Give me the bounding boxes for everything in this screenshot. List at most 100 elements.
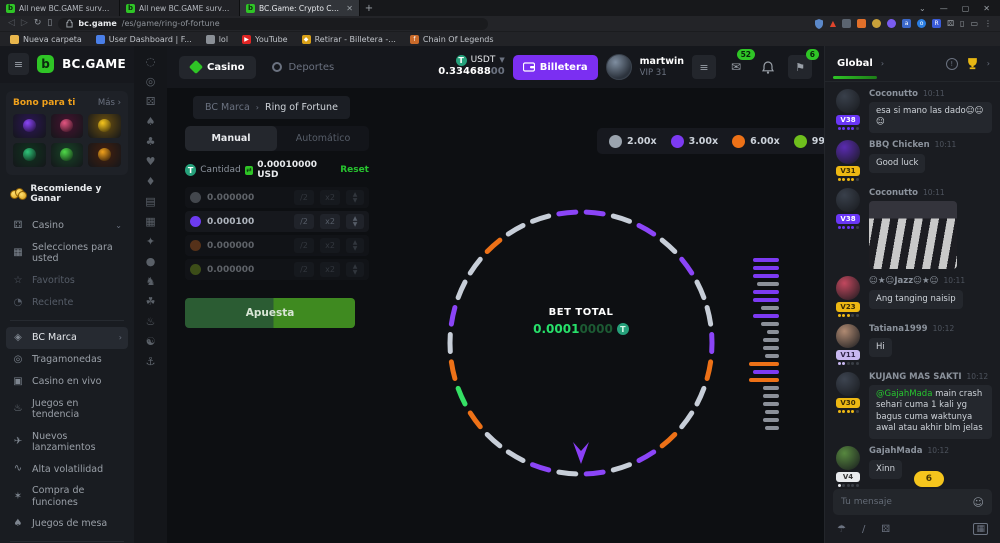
reload-icon[interactable]: ↻ (33, 18, 42, 28)
puzzle-extensions-icon[interactable]: ⚄ (947, 19, 955, 28)
chat-rules-icon[interactable]: / (861, 523, 866, 535)
crash-icon[interactable]: ✦ (145, 235, 156, 248)
double-button[interactable]: x2 (320, 238, 340, 253)
new-tab-button[interactable]: + (364, 2, 374, 14)
bet-stepper[interactable]: ▲ ▼ (346, 214, 364, 229)
yinyang-icon[interactable]: ☯ (145, 335, 156, 348)
sidebar-item-alta-volatilidad[interactable]: ∿ Alta volatilidad (6, 458, 128, 480)
bet-row-value[interactable]: 0.000100 (207, 216, 255, 227)
sidebar-item-nuevos-lanzamientos[interactable]: ✈ Nuevos lanzamientos (6, 426, 128, 459)
bet-stepper[interactable]: ▲ ▼ (346, 190, 364, 205)
chat-room-chevron-icon[interactable]: › (880, 59, 885, 68)
hearts-icon[interactable]: ♥ (145, 155, 156, 168)
bet-button[interactable]: Apuesta (185, 298, 355, 328)
refer-and-earn[interactable]: Recomiende y Ganar (0, 175, 134, 211)
half-button[interactable]: /2 (294, 262, 314, 277)
tab-close-icon[interactable]: ✕ (346, 3, 353, 13)
bonus-more-link[interactable]: Más › (97, 97, 121, 108)
slots-icon[interactable]: ▤ (145, 195, 156, 208)
user-avatar[interactable] (836, 139, 860, 164)
side-panel-icon[interactable]: ▯ (47, 18, 53, 28)
wallet-button[interactable]: Billetera (512, 54, 598, 80)
mail-button[interactable]: ✉ 52 (724, 49, 755, 79)
new-messages-pill[interactable]: 6 (913, 471, 944, 487)
back-icon[interactable]: ◁ (8, 18, 15, 28)
bet-stepper[interactable]: ▲ ▼ (346, 262, 364, 277)
hamburger-icon[interactable]: ≡ (8, 53, 29, 76)
hot-icon[interactable]: ♨ (145, 315, 156, 328)
sidebar-toggle-icon[interactable]: ▯ (960, 19, 965, 28)
dice-icon[interactable]: ⚄ (145, 95, 156, 108)
search-icon[interactable]: ◌ (145, 55, 156, 68)
extension-icon[interactable] (857, 19, 867, 28)
bet-stepper[interactable]: ▲ ▼ (346, 238, 364, 253)
bet-row-value[interactable]: 0.000000 (207, 240, 255, 251)
topnav-deportes[interactable]: Deportes (264, 56, 342, 79)
user-avatar[interactable] (836, 323, 860, 348)
sidebar-item-juegos-de-mesa[interactable]: ♠ Juegos de mesa (6, 513, 128, 535)
extension-icon[interactable]: a (902, 19, 912, 28)
amount-value[interactable]: 0.00010000 USD (257, 160, 317, 180)
stepper-up-icon[interactable]: ▲ (352, 262, 358, 270)
double-button[interactable]: x2 (320, 190, 340, 205)
stepper-up-icon[interactable]: ▲ (352, 214, 358, 222)
user-menu-button[interactable]: ≡ (692, 55, 716, 79)
browser-tab[interactable]: b All new BC.GAME survey & feedback r (120, 0, 240, 16)
bookmark-item[interactable]: Nueva carpeta (10, 34, 82, 44)
sidebar-item-tragamonedas[interactable]: ◎ Tragamonedas (6, 349, 128, 371)
half-button[interactable]: /2 (294, 238, 314, 253)
half-button[interactable]: /2 (294, 214, 314, 229)
forward-icon[interactable]: ▷ (20, 18, 28, 28)
clover-icon[interactable]: ☘ (145, 295, 156, 308)
poker-icon[interactable]: ♠ (145, 115, 156, 128)
bookmark-item[interactable]: f Chain Of Legends (409, 34, 494, 44)
sidebar-item-reciente[interactable]: ◔ Reciente (6, 292, 128, 314)
notifications-bell-icon[interactable] (756, 55, 780, 79)
balance-selector[interactable]: T USDT ▼ 0.33468800 (438, 55, 504, 79)
bet-row-value[interactable]: 0.000000 (207, 192, 255, 203)
keno-icon[interactable]: ▦ (145, 215, 156, 228)
sidebar-item-juegos-en-tendencia[interactable]: ♨ Juegos en tendencia (6, 393, 128, 426)
stepper-down-icon[interactable]: ▼ (352, 244, 358, 252)
user-avatar[interactable] (605, 54, 632, 80)
plinko-icon[interactable]: ● (145, 255, 156, 268)
extension-icon[interactable]: o (917, 19, 927, 28)
stepper-down-icon[interactable]: ▼ (352, 268, 358, 276)
sidebar-item-favoritos[interactable]: ☆ Favoritos (6, 270, 128, 292)
close-button[interactable]: ✕ (983, 3, 990, 13)
chat-info-icon[interactable]: ! (945, 57, 958, 70)
knight-icon[interactable]: ♞ (145, 275, 156, 288)
bookmark-item[interactable]: lol (205, 34, 228, 44)
topnav-casino[interactable]: Casino (179, 55, 257, 79)
bookmark-item[interactable]: ▶ YouTube (242, 34, 288, 44)
chat-tab-global[interactable]: Global (833, 48, 877, 79)
stepper-up-icon[interactable]: ▲ (352, 238, 358, 246)
user-avatar[interactable] (836, 445, 860, 470)
breadcrumb-parent[interactable]: BC Marca (205, 102, 250, 113)
anchor-icon[interactable]: ⚓ (145, 355, 156, 368)
bonus-piggy[interactable] (88, 113, 121, 138)
mention-link[interactable]: @GajahMada (876, 388, 933, 399)
bet-row-value[interactable]: 0.000000 (207, 264, 255, 275)
bonus-spin[interactable] (13, 113, 46, 138)
user-avatar[interactable] (836, 187, 860, 212)
extension-icon[interactable] (872, 19, 882, 28)
stepper-down-icon[interactable]: ▼ (352, 196, 358, 204)
chat-toggle-button[interactable]: ⚑ 6 (788, 49, 819, 79)
extension-icon[interactable] (887, 19, 897, 28)
sidebar-item-selecciones-para-usted[interactable]: ▦ Selecciones para usted (6, 237, 128, 270)
sidebar-item-compra-de-funciones[interactable]: ✶ Compra de funciones (6, 480, 128, 513)
half-button[interactable]: /2 (294, 190, 314, 205)
tab-manual[interactable]: Manual (185, 126, 277, 151)
stepper-up-icon[interactable]: ▲ (352, 190, 358, 198)
extension-icon[interactable] (842, 19, 852, 28)
warning-extension-icon[interactable]: ▲ (829, 19, 837, 28)
browser-tab[interactable]: b BC.Game: Crypto Casino Games & ✕ (240, 0, 360, 16)
bonus-cash[interactable] (50, 142, 84, 167)
double-button[interactable]: x2 (320, 214, 340, 229)
sidebar-item-bc-marca[interactable]: ◈ BC Marca › (6, 326, 128, 349)
minimize-button[interactable]: — (939, 3, 948, 13)
user-avatar[interactable] (836, 275, 860, 300)
bonus-gem[interactable] (13, 142, 46, 167)
bonus-ball[interactable] (50, 113, 84, 138)
